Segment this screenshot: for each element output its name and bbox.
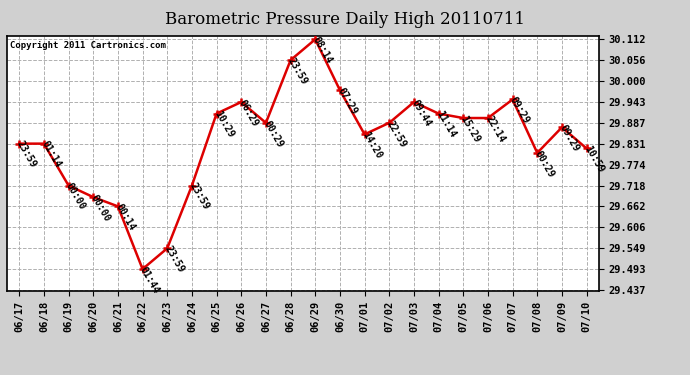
Text: 23:59: 23:59 [286,56,309,86]
Text: 11:14: 11:14 [434,110,457,140]
Text: 00:14: 00:14 [113,202,137,232]
Text: Copyright 2011 Cartronics.com: Copyright 2011 Cartronics.com [10,41,166,50]
Text: 07:29: 07:29 [335,86,359,117]
Text: 01:14: 01:14 [39,140,63,170]
Text: 23:59: 23:59 [163,244,186,274]
Text: 22:59: 22:59 [385,118,408,149]
Text: 01:44: 01:44 [138,265,161,296]
Text: 08:14: 08:14 [310,35,334,66]
Text: 00:29: 00:29 [262,118,285,149]
Text: 00:29: 00:29 [533,149,556,179]
Text: 10:29: 10:29 [212,110,235,140]
Text: 15:29: 15:29 [459,114,482,144]
Text: 09:29: 09:29 [558,123,581,154]
Text: Barometric Pressure Daily High 20110711: Barometric Pressure Daily High 20110711 [165,11,525,28]
Text: 00:00: 00:00 [64,182,88,212]
Text: 00:00: 00:00 [89,193,112,224]
Text: 10:59: 10:59 [582,144,605,175]
Text: 14:20: 14:20 [360,130,384,160]
Text: 09:44: 09:44 [409,98,433,128]
Text: 22:14: 22:14 [484,114,506,144]
Text: 09:29: 09:29 [508,95,531,126]
Text: 06:29: 06:29 [237,98,260,128]
Text: 23:59: 23:59 [14,140,38,170]
Text: 23:59: 23:59 [188,182,210,212]
